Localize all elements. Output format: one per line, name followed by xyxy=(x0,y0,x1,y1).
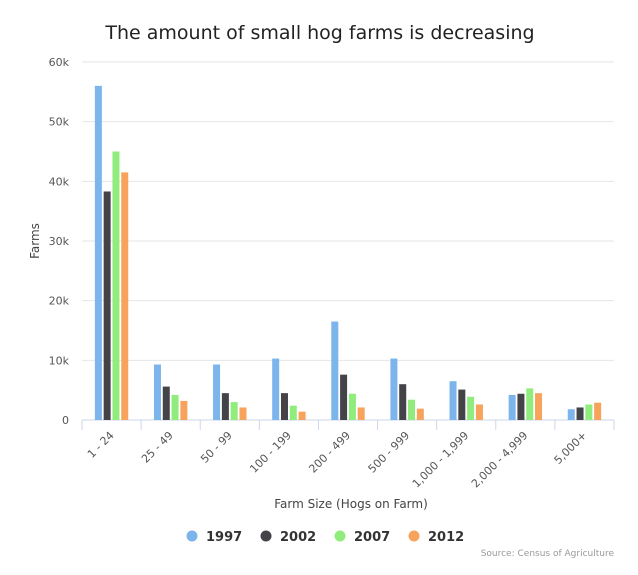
y-axis-title: Farms xyxy=(28,223,42,259)
bar-1997[interactable] xyxy=(153,364,161,420)
bar-2012[interactable] xyxy=(121,172,129,420)
gridlines xyxy=(82,61,614,421)
bar-2007[interactable] xyxy=(289,405,297,420)
bar-1997[interactable] xyxy=(331,321,339,420)
bar-1997[interactable] xyxy=(272,358,280,420)
bar-2002[interactable] xyxy=(576,407,584,420)
bars xyxy=(94,85,602,421)
bar-2012[interactable] xyxy=(416,408,424,420)
y-tick-label: 40k xyxy=(49,175,70,188)
bar-2007[interactable] xyxy=(467,396,475,420)
bar-2007[interactable] xyxy=(230,402,238,420)
legend-label: 2007 xyxy=(354,530,390,545)
legend-label: 2012 xyxy=(428,530,464,545)
bar-2007[interactable] xyxy=(348,393,356,420)
y-tick-label: 10k xyxy=(49,354,70,367)
y-tick-label: 50k xyxy=(49,116,70,129)
bar-1997[interactable] xyxy=(449,381,457,420)
bar-2012[interactable] xyxy=(475,404,483,420)
x-tick-label: 100 - 199 xyxy=(247,429,294,476)
bar-2007[interactable] xyxy=(408,399,416,420)
bar-2002[interactable] xyxy=(517,393,525,420)
bar-2012[interactable] xyxy=(594,402,602,420)
y-tick-label: 30k xyxy=(49,235,70,248)
x-tick-label: 5,000+ xyxy=(552,429,590,467)
legend-symbol xyxy=(334,530,346,542)
bar-2002[interactable] xyxy=(221,393,229,420)
bar-2002[interactable] xyxy=(458,389,466,420)
bar-1997[interactable] xyxy=(508,394,516,420)
legend-symbol xyxy=(408,530,420,542)
y-tick-label: 0 xyxy=(62,414,69,427)
credits-text: Source: Census of Agriculture xyxy=(481,549,615,559)
bar-2002[interactable] xyxy=(340,374,348,420)
legend-item-1997[interactable]: 1997 xyxy=(186,530,243,545)
bar-2002[interactable] xyxy=(103,191,111,420)
bar-2007[interactable] xyxy=(585,404,593,420)
legend-label: 1997 xyxy=(206,530,242,545)
bar-2012[interactable] xyxy=(357,407,365,420)
bar-2007[interactable] xyxy=(112,151,120,421)
bar-2012[interactable] xyxy=(298,411,306,420)
chart-title: The amount of small hog farms is decreas… xyxy=(104,22,534,44)
legend-symbol xyxy=(186,530,198,542)
x-tick-label: 50 - 99 xyxy=(198,429,235,466)
legend-item-2002[interactable]: 2002 xyxy=(260,530,317,545)
bar-2012[interactable] xyxy=(180,400,188,420)
x-axis: 1 - 24 25 - 49 50 - 99 100 - 199 200 - 499 50… xyxy=(81,420,615,490)
x-tick-label: 2,000 - 4,999 xyxy=(469,429,530,490)
legend-item-2012[interactable]: 2012 xyxy=(408,530,465,545)
bar-2007[interactable] xyxy=(526,388,534,420)
bar-2007[interactable] xyxy=(171,394,179,420)
x-tick-label: 1,000 - 1,999 xyxy=(410,429,471,490)
legend-symbol xyxy=(260,530,272,542)
x-tick-label: 25 - 49 xyxy=(139,429,176,466)
x-tick-label: 200 - 499 xyxy=(306,429,353,476)
legend-item-2007[interactable]: 2007 xyxy=(334,530,391,545)
legend: 1997 2002 2007 2012 xyxy=(186,530,465,545)
bar-1997[interactable] xyxy=(94,85,102,420)
bar-2002[interactable] xyxy=(280,393,288,420)
bar-1997[interactable] xyxy=(567,409,575,420)
y-tick-label: 20k xyxy=(49,295,70,308)
bar-2012[interactable] xyxy=(535,393,543,420)
legend-label: 2002 xyxy=(280,530,316,545)
y-tick-label: 60k xyxy=(49,56,70,69)
y-axis: 0 10k 20k 30k 40k 50k 60k xyxy=(49,56,70,427)
x-tick-label: 500 - 999 xyxy=(366,429,413,476)
bar-2012[interactable] xyxy=(239,407,247,420)
bar-2002[interactable] xyxy=(399,384,407,420)
bar-1997[interactable] xyxy=(213,364,221,420)
x-axis-title: Farm Size (Hogs on Farm) xyxy=(274,497,428,511)
bar-1997[interactable] xyxy=(390,358,398,420)
bar-2002[interactable] xyxy=(162,386,170,420)
x-tick-label: 1 - 24 xyxy=(85,429,117,461)
